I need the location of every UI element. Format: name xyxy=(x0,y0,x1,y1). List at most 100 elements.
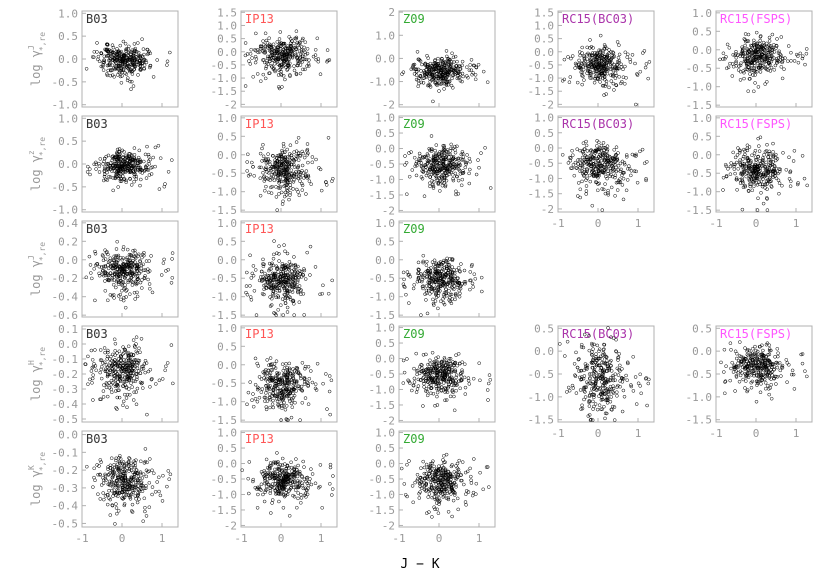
x-tick-label: -1 xyxy=(551,217,564,230)
panel-frame xyxy=(715,10,813,108)
data-point xyxy=(404,292,408,297)
data-point xyxy=(731,150,735,155)
data-point xyxy=(168,50,172,55)
data-point xyxy=(792,59,797,63)
data-point xyxy=(267,59,272,64)
data-point xyxy=(132,146,137,150)
data-point xyxy=(327,389,332,394)
data-point xyxy=(733,171,737,176)
data-point xyxy=(127,68,132,72)
data-point xyxy=(141,386,145,390)
data-point xyxy=(93,348,97,352)
data-point xyxy=(303,57,307,62)
data-point xyxy=(125,158,129,162)
data-point xyxy=(455,76,460,81)
data-point xyxy=(578,66,582,70)
data-point xyxy=(267,392,272,396)
data-point xyxy=(750,46,754,50)
data-point xyxy=(578,195,582,200)
data-point xyxy=(608,61,613,66)
data-point xyxy=(426,64,430,69)
data-point xyxy=(284,47,288,51)
data-point xyxy=(483,146,487,150)
data-point xyxy=(102,156,107,161)
data-point xyxy=(102,383,106,387)
data-point xyxy=(431,66,436,71)
data-point xyxy=(445,54,449,59)
data-point xyxy=(789,59,793,63)
data-point xyxy=(614,83,618,87)
data-point xyxy=(603,59,608,63)
data-point xyxy=(282,44,286,48)
data-point xyxy=(153,145,158,150)
data-point xyxy=(162,257,166,262)
data-point xyxy=(315,361,320,366)
data-point xyxy=(560,79,565,83)
data-point xyxy=(802,176,807,181)
data-point xyxy=(761,63,765,68)
y-tick-label: 0.0 xyxy=(217,359,237,372)
data-point xyxy=(260,387,265,391)
data-point xyxy=(117,157,121,162)
data-point xyxy=(427,181,432,185)
data-point xyxy=(132,57,137,62)
data-point xyxy=(135,366,140,371)
data-point xyxy=(285,310,290,314)
data-point xyxy=(126,53,130,57)
data-point xyxy=(596,188,600,193)
data-point xyxy=(268,356,273,360)
data-point xyxy=(307,179,312,183)
data-point xyxy=(115,172,119,176)
data-point xyxy=(124,180,128,184)
data-point xyxy=(290,39,294,43)
data-point xyxy=(268,162,272,167)
data-point xyxy=(108,61,113,65)
y-tick-label: 0.0 xyxy=(58,53,78,66)
data-point xyxy=(642,161,647,166)
data-point xyxy=(600,208,605,212)
data-point xyxy=(142,52,146,57)
data-point xyxy=(427,70,432,75)
data-point xyxy=(405,192,409,196)
data-point xyxy=(256,50,260,55)
data-point xyxy=(780,183,784,188)
data-point xyxy=(426,83,430,88)
panel-model-label: IP13 xyxy=(245,327,274,341)
data-point xyxy=(578,169,582,174)
data-point xyxy=(606,55,611,60)
data-point xyxy=(728,61,732,66)
data-point xyxy=(245,160,249,164)
panel-model-label: Z09 xyxy=(403,117,425,131)
data-point xyxy=(130,283,135,287)
data-point xyxy=(609,73,613,77)
y-tick-label: -1.0 xyxy=(528,172,555,185)
data-point xyxy=(128,79,132,84)
data-point xyxy=(318,72,323,76)
data-point xyxy=(300,183,305,188)
data-point xyxy=(602,74,607,79)
data-point xyxy=(614,83,619,88)
data-point xyxy=(425,311,430,316)
data-point xyxy=(725,42,730,47)
data-point xyxy=(97,164,102,168)
data-point xyxy=(138,165,143,170)
data-point xyxy=(758,61,762,65)
data-point xyxy=(801,54,805,58)
data-point xyxy=(451,73,455,77)
data-point xyxy=(327,58,332,62)
y-tick-label: 0.5 xyxy=(217,33,237,46)
data-point xyxy=(245,270,249,275)
data-point xyxy=(91,373,95,377)
data-point xyxy=(124,72,129,76)
data-point xyxy=(165,361,170,365)
data-point xyxy=(465,74,469,78)
data-point xyxy=(789,50,793,55)
data-point xyxy=(263,31,268,36)
y-tick-label: 1.0 xyxy=(692,112,712,125)
y-tick-label: 0.0 xyxy=(217,46,237,59)
data-point xyxy=(480,289,484,294)
data-point xyxy=(113,176,118,181)
